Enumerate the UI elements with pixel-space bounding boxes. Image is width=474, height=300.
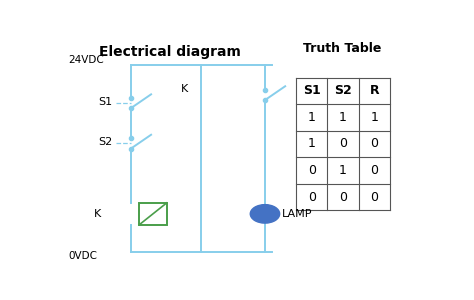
Text: K: K: [181, 84, 188, 94]
Text: 0: 0: [339, 190, 347, 204]
Text: S1: S1: [303, 84, 321, 98]
Text: Truth Table: Truth Table: [303, 42, 381, 55]
Text: 1: 1: [308, 137, 316, 151]
Text: 0: 0: [308, 190, 316, 204]
Text: LAMP: LAMP: [282, 209, 312, 219]
Text: 24VDC: 24VDC: [68, 55, 104, 65]
Text: R: R: [369, 84, 379, 98]
Text: Electrical diagram: Electrical diagram: [99, 45, 240, 59]
Text: 0VDC: 0VDC: [68, 251, 98, 261]
Bar: [139, 203, 167, 225]
Text: 0: 0: [339, 137, 347, 151]
Text: 0: 0: [370, 164, 378, 177]
Text: 1: 1: [339, 111, 347, 124]
Text: S2: S2: [98, 137, 112, 147]
Text: 0: 0: [370, 190, 378, 204]
Text: 1: 1: [339, 164, 347, 177]
Text: S1: S1: [98, 97, 112, 107]
Text: 1: 1: [370, 111, 378, 124]
Text: 1: 1: [308, 111, 316, 124]
Text: 0: 0: [308, 164, 316, 177]
Text: S2: S2: [334, 84, 352, 98]
Text: 0: 0: [370, 137, 378, 151]
Text: K: K: [94, 209, 101, 219]
Circle shape: [250, 205, 280, 223]
